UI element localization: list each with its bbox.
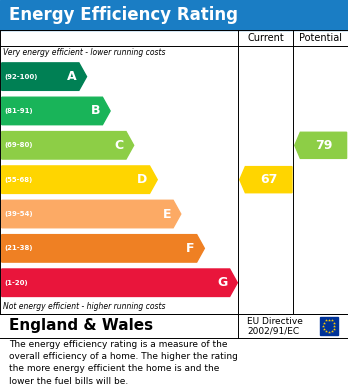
Text: (39-54): (39-54) bbox=[5, 211, 33, 217]
Polygon shape bbox=[2, 166, 157, 194]
Text: 67: 67 bbox=[261, 173, 278, 186]
Polygon shape bbox=[2, 269, 237, 296]
Text: EU Directive: EU Directive bbox=[247, 317, 303, 326]
Text: Current: Current bbox=[247, 33, 284, 43]
Text: The energy efficiency rating is a measure of the
overall efficiency of a home. T: The energy efficiency rating is a measur… bbox=[9, 340, 238, 386]
Polygon shape bbox=[2, 131, 134, 159]
Polygon shape bbox=[2, 235, 204, 262]
Text: (69-80): (69-80) bbox=[5, 142, 33, 148]
Bar bbox=[320, 317, 338, 334]
Text: England & Wales: England & Wales bbox=[9, 318, 153, 334]
Text: (81-91): (81-91) bbox=[5, 108, 33, 114]
Text: 79: 79 bbox=[316, 139, 333, 152]
Bar bbox=[0, 0, 348, 30]
Text: A: A bbox=[67, 70, 77, 83]
Text: G: G bbox=[218, 276, 228, 289]
Polygon shape bbox=[2, 97, 110, 125]
Polygon shape bbox=[2, 200, 181, 228]
Text: (21-38): (21-38) bbox=[5, 246, 33, 251]
Text: D: D bbox=[137, 173, 148, 186]
Text: F: F bbox=[186, 242, 195, 255]
Text: Potential: Potential bbox=[299, 33, 342, 43]
Text: 2002/91/EC: 2002/91/EC bbox=[247, 326, 299, 335]
Text: Not energy efficient - higher running costs: Not energy efficient - higher running co… bbox=[3, 302, 166, 311]
Text: B: B bbox=[91, 104, 100, 117]
Text: (55-68): (55-68) bbox=[5, 177, 33, 183]
Text: E: E bbox=[163, 208, 171, 221]
Polygon shape bbox=[240, 167, 292, 193]
Polygon shape bbox=[2, 63, 87, 90]
Text: Energy Efficiency Rating: Energy Efficiency Rating bbox=[9, 6, 238, 24]
Text: C: C bbox=[115, 139, 124, 152]
Text: Very energy efficient - lower running costs: Very energy efficient - lower running co… bbox=[3, 48, 166, 57]
Text: (1-20): (1-20) bbox=[5, 280, 28, 286]
Text: (92-100): (92-100) bbox=[5, 74, 38, 80]
Polygon shape bbox=[295, 132, 347, 158]
